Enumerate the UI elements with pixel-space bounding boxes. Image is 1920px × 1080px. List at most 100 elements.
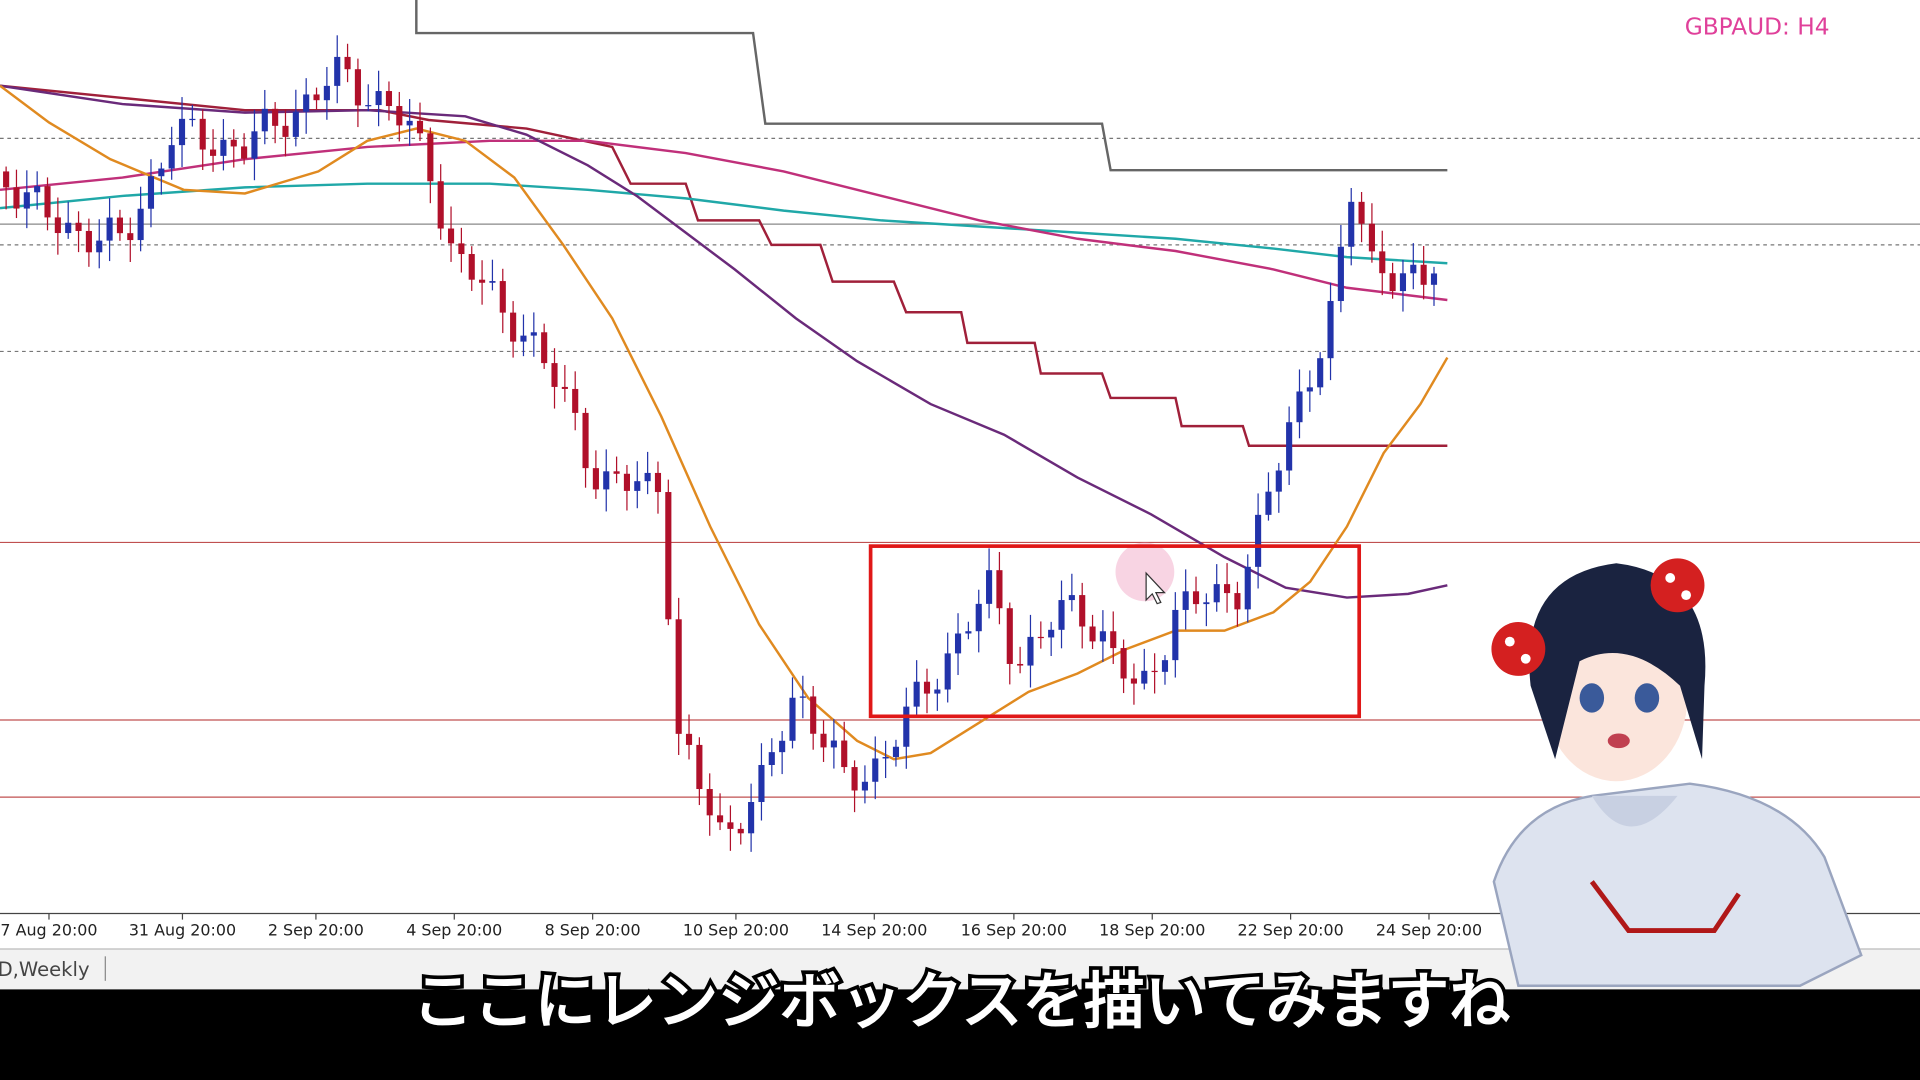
candle-body bbox=[1110, 631, 1117, 649]
candle-body bbox=[1296, 391, 1303, 423]
candle-body bbox=[3, 171, 10, 188]
candle-body bbox=[447, 228, 455, 244]
candle-body bbox=[147, 176, 155, 209]
candle-body bbox=[354, 69, 361, 106]
candle-body bbox=[75, 222, 82, 231]
candle-body bbox=[603, 471, 610, 490]
candle-body bbox=[541, 332, 548, 364]
candle-body bbox=[416, 120, 424, 134]
candle-body bbox=[613, 471, 620, 474]
candle-body bbox=[510, 312, 517, 342]
axis-label: 14 Sep 20:00 bbox=[821, 921, 927, 940]
candle-body bbox=[1317, 358, 1324, 388]
candle-body bbox=[34, 186, 41, 193]
candle-body bbox=[996, 570, 1003, 609]
candle-body bbox=[489, 281, 496, 283]
candle-body bbox=[44, 186, 51, 218]
candle-body bbox=[706, 789, 713, 816]
candle-body bbox=[427, 133, 434, 182]
axis-label: 8 Sep 20:00 bbox=[545, 921, 641, 940]
candle-body bbox=[1410, 264, 1417, 274]
candle-body bbox=[65, 222, 72, 234]
candle-body bbox=[499, 281, 506, 313]
candle-body bbox=[1027, 636, 1034, 666]
candle-body bbox=[1306, 387, 1313, 392]
mouse-cursor bbox=[1145, 571, 1166, 605]
candle-body bbox=[1172, 609, 1179, 661]
candle-body bbox=[458, 243, 465, 255]
candle-body bbox=[1203, 602, 1210, 605]
candle-body bbox=[313, 94, 320, 101]
candle-body bbox=[1358, 201, 1365, 224]
candle-body bbox=[1389, 273, 1396, 292]
candle-body bbox=[675, 619, 682, 734]
candle-body bbox=[779, 740, 786, 753]
candle-body bbox=[1337, 246, 1344, 302]
candle-body bbox=[717, 815, 724, 823]
candle-body bbox=[396, 106, 403, 126]
candle-body bbox=[737, 828, 744, 834]
candle-body bbox=[1017, 663, 1024, 666]
axis-label: 22 Sep 20:00 bbox=[1238, 921, 1344, 940]
candle-body bbox=[54, 217, 61, 234]
candle-body bbox=[375, 91, 382, 106]
range-box bbox=[868, 544, 1362, 719]
candle-body bbox=[965, 631, 972, 634]
candle-body bbox=[820, 733, 827, 748]
candle-body bbox=[13, 187, 20, 209]
candle-body bbox=[479, 279, 486, 283]
candle-body bbox=[861, 781, 868, 791]
candle-body bbox=[582, 412, 589, 469]
candle-body bbox=[323, 85, 330, 101]
candle-body bbox=[1058, 600, 1065, 630]
candle-body bbox=[1068, 595, 1075, 601]
candle-body bbox=[230, 139, 237, 147]
candle-body bbox=[365, 105, 372, 107]
moving-average bbox=[0, 182, 1448, 265]
candle-body bbox=[282, 125, 289, 137]
candle-body bbox=[251, 131, 258, 159]
candle-body bbox=[520, 335, 527, 342]
candle-body bbox=[241, 146, 248, 159]
candle-body bbox=[116, 217, 123, 234]
axis-label: 18 Sep 20:00 bbox=[1099, 921, 1205, 940]
candle-body bbox=[665, 492, 672, 620]
candle-body bbox=[1430, 273, 1438, 285]
subtitle-band bbox=[0, 989, 1920, 1080]
candle-body bbox=[572, 388, 579, 413]
candle-body bbox=[189, 118, 196, 121]
candle-body bbox=[768, 752, 775, 765]
candle-body bbox=[137, 208, 144, 241]
tab[interactable]: D,Weekly bbox=[0, 958, 90, 981]
candle-body bbox=[1244, 566, 1251, 610]
candle-body bbox=[634, 481, 641, 491]
candle-body bbox=[334, 56, 341, 86]
candle-body bbox=[1399, 273, 1407, 292]
candle-body bbox=[178, 118, 186, 146]
candle-body bbox=[1255, 514, 1262, 567]
candle-body bbox=[106, 217, 113, 241]
candle-body bbox=[468, 254, 475, 280]
candle-body bbox=[758, 764, 765, 802]
axis-label: 7 Aug 20:00 bbox=[0, 921, 97, 940]
axis-label: 2 Sep 20:00 bbox=[268, 921, 364, 940]
moving-average bbox=[0, 84, 1449, 761]
candle-body bbox=[220, 139, 227, 156]
candle-body bbox=[954, 633, 962, 654]
candle-body bbox=[1099, 631, 1106, 642]
axis-label: 16 Sep 20:00 bbox=[961, 921, 1067, 940]
candle-body bbox=[644, 472, 651, 482]
candle-body bbox=[272, 108, 279, 126]
step-line bbox=[0, 84, 1448, 447]
subtitle: ここにレンジボックスを描いてみますね bbox=[412, 966, 1510, 1037]
candle-body bbox=[1079, 595, 1086, 627]
candles bbox=[3, 35, 1438, 852]
candle-body bbox=[1141, 670, 1148, 684]
candle-body bbox=[841, 740, 848, 768]
candle-body bbox=[1213, 584, 1220, 603]
candle-body bbox=[1420, 264, 1427, 285]
candle-body bbox=[406, 120, 413, 126]
candle-body bbox=[1224, 584, 1231, 594]
